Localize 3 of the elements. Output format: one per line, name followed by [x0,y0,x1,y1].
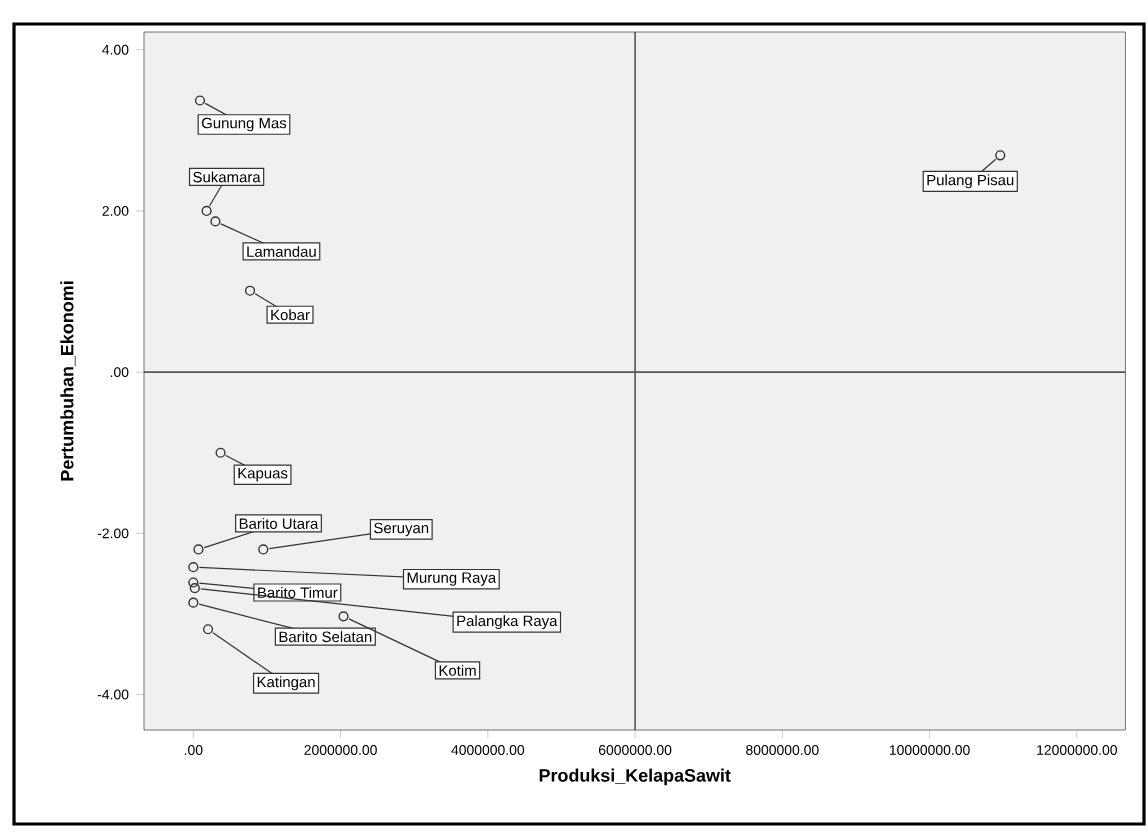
y-axis-title: Pertumbuhan_Ekonomi [60,281,76,481]
point [995,150,1006,161]
x-axis-title: Produksi_KelapaSawit [539,768,731,786]
